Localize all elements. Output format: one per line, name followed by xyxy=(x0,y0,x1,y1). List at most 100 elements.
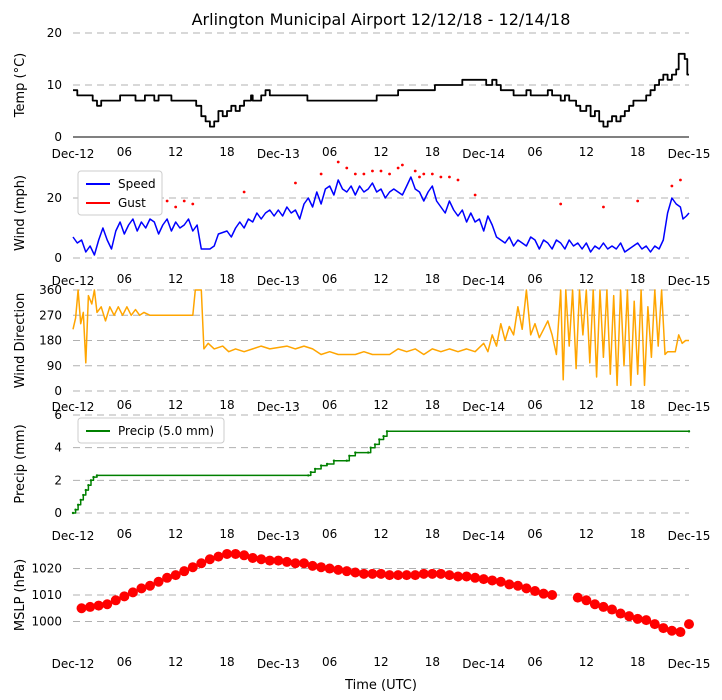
mslp-point xyxy=(324,563,335,574)
mslp-y-tick-label: 1010 xyxy=(31,588,62,602)
precip-y-tick-label: 0 xyxy=(54,506,62,520)
direction-x-tick-label: 18 xyxy=(425,398,440,412)
precip-point xyxy=(348,454,351,458)
mslp-x-tick-label: 06 xyxy=(527,655,542,669)
mslp-point xyxy=(145,580,155,591)
precip-y-tick-label: 4 xyxy=(54,441,62,455)
mslp-point xyxy=(401,570,412,581)
temp-y-tick-label: 20 xyxy=(47,26,62,40)
mslp-point xyxy=(641,615,652,626)
gust-point xyxy=(174,205,178,209)
precip-y-tick-label: 6 xyxy=(54,408,62,422)
mslp-point xyxy=(213,551,224,562)
precip-point xyxy=(95,474,99,477)
gust-point xyxy=(473,193,477,197)
direction-y-tick-label: 180 xyxy=(39,334,62,348)
mslp-point xyxy=(299,558,309,569)
gust-point xyxy=(670,184,674,188)
wind-legend-label: Gust xyxy=(118,196,146,210)
precip-point xyxy=(385,430,389,433)
precip-x-tick-label: 12 xyxy=(579,527,594,541)
mslp-point xyxy=(350,567,361,578)
direction-y-tick-label: 90 xyxy=(47,359,62,373)
mslp-point xyxy=(110,595,121,606)
temp-x-tick-label: Dec-13 xyxy=(257,147,300,161)
gust-point xyxy=(602,205,605,209)
precip-point xyxy=(84,488,88,492)
mslp-point xyxy=(649,619,660,630)
mslp-point xyxy=(196,558,207,569)
mslp-point xyxy=(393,570,404,581)
precip-point xyxy=(319,464,323,467)
direction-y-tick-label: 0 xyxy=(54,384,62,398)
mslp-point xyxy=(264,555,275,566)
wind-x-tick-label: 06 xyxy=(322,272,337,286)
gust-point xyxy=(345,166,349,170)
wind-panel: 0 20 Dec-12 06 12 18 Dec-13 06 12 18 Dec-14 06 12 18 D… xyxy=(13,160,711,288)
mslp-point xyxy=(512,580,523,591)
direction-y-axis-label: Wind Direction xyxy=(13,293,28,389)
gust-point xyxy=(430,172,434,176)
gust-point xyxy=(679,178,682,182)
mslp-point xyxy=(581,595,592,606)
mslp-x-tick-label: 18 xyxy=(425,655,440,669)
wind-x-tick-label: 12 xyxy=(579,272,594,286)
precip-point xyxy=(373,443,377,446)
direction-series-line xyxy=(72,289,689,387)
precip-panel: 0 2 4 6 Dec-12 06 12 18 Dec-13 06 12 18 Dec-14 06 12 18… xyxy=(13,408,710,543)
mslp-point xyxy=(410,570,421,581)
chart-title: Arlington Municipal Airport 12/12/18 - 1… xyxy=(192,10,571,29)
direction-x-tick-label: 18 xyxy=(219,398,234,412)
mslp-point xyxy=(615,608,626,619)
x-axis-label: Time (UTC) xyxy=(344,678,417,693)
mslp-point xyxy=(358,568,369,579)
mslp-point xyxy=(247,552,258,563)
precip-y-axis-label: Precip (mm) xyxy=(13,424,28,503)
temp-y-axis-label: Temp (°C) xyxy=(13,53,28,119)
gust-point xyxy=(448,175,451,179)
mslp-y-tick-label: 1000 xyxy=(31,614,62,628)
direction-x-tick-label: Dec-15 xyxy=(668,400,711,414)
mslp-point xyxy=(256,554,267,565)
gust-point xyxy=(362,172,366,176)
mslp-x-tick-label: 06 xyxy=(322,655,337,669)
mslp-point xyxy=(170,570,181,581)
mslp-point xyxy=(281,556,292,567)
precip-point xyxy=(378,438,381,441)
precip-x-tick-label: 18 xyxy=(630,527,645,541)
wind-x-tick-label: 06 xyxy=(527,272,542,286)
temp-x-tick-label: 12 xyxy=(168,145,183,159)
precip-series-line xyxy=(73,430,689,514)
wind-y-tick-label: 0 xyxy=(54,251,62,265)
precip-point xyxy=(87,484,90,487)
precip-point xyxy=(79,498,82,502)
mslp-point xyxy=(179,566,190,577)
gust-point xyxy=(379,169,383,173)
mslp-point xyxy=(376,568,386,579)
wind-x-tick-label: 18 xyxy=(219,272,234,286)
precip-point xyxy=(325,462,329,466)
direction-x-tick-label: 06 xyxy=(527,398,542,412)
mslp-point xyxy=(632,613,643,624)
direction-x-tick-label: 18 xyxy=(630,398,645,412)
mslp-x-tick-label: 18 xyxy=(219,655,234,669)
mslp-point xyxy=(658,623,669,634)
mslp-x-tick-label: 12 xyxy=(579,655,594,669)
mslp-point xyxy=(478,574,489,585)
mslp-point xyxy=(153,576,164,587)
wind-x-tick-label: 12 xyxy=(373,272,388,286)
mslp-point xyxy=(530,586,540,597)
mslp-point xyxy=(187,562,198,573)
direction-panel: 0 90 180 270 360 Dec-12 06 12 18 Dec-13 06 12 18 Dec-… xyxy=(13,283,710,414)
mslp-y-axis-label: MSLP (hPa) xyxy=(13,559,28,631)
mslp-point xyxy=(239,550,250,561)
wind-x-tick-label: Dec-15 xyxy=(668,274,711,288)
wind-legend: Speed Gust xyxy=(77,170,163,216)
mslp-point xyxy=(572,592,583,603)
mslp-x-tick-label: 06 xyxy=(117,655,132,669)
mslp-point xyxy=(521,583,532,594)
precip-x-tick-label: Dec-14 xyxy=(462,529,505,543)
gust-point xyxy=(191,202,195,206)
mslp-point xyxy=(435,568,446,579)
precip-point xyxy=(82,493,85,497)
